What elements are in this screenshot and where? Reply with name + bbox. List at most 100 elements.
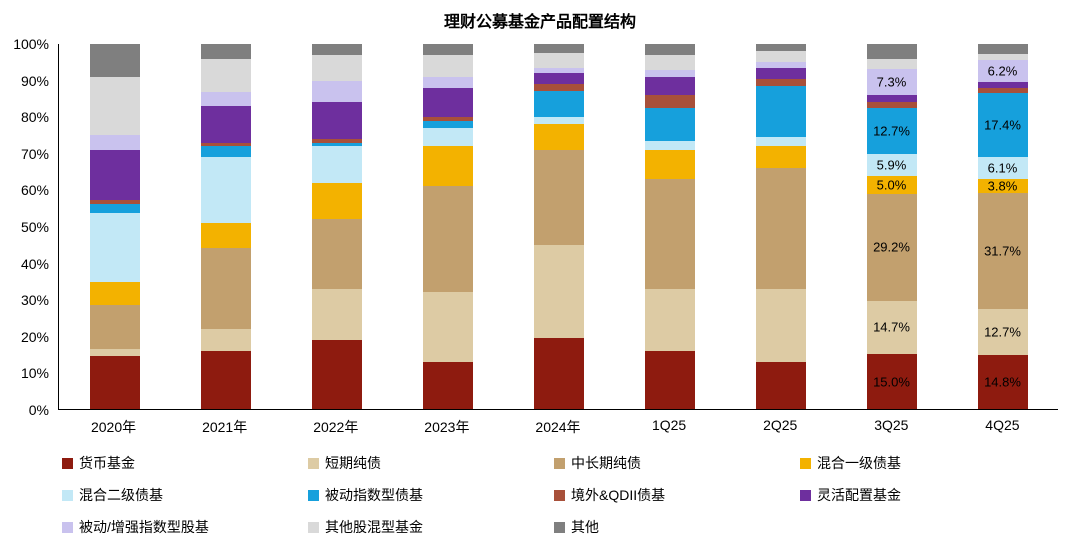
legend-item: 其他 [554, 517, 800, 537]
bar-segment [89, 356, 140, 409]
bar-2023年 [422, 44, 473, 409]
bar-segment [977, 87, 1028, 94]
bar-segment [644, 95, 695, 108]
bar-segment [755, 86, 806, 138]
legend-label: 其他股混型基金 [325, 519, 423, 535]
legend-label: 货币基金 [79, 455, 135, 471]
bar-segment [755, 288, 806, 362]
bar-slot: 15.0% 14.7% 29.2% 5.0% 5.9% 12.7% 7.3% [836, 44, 947, 409]
bar-segment [200, 106, 251, 143]
bar-slot [392, 44, 503, 409]
x-axis-label: 2Q25 [763, 417, 798, 433]
segment-label: 3.8% [987, 178, 1018, 194]
chart-title: 理财公募基金产品配置结构 [443, 14, 636, 31]
bar-slot [59, 44, 170, 409]
legend-item: 中长期纯债 [554, 453, 800, 473]
y-axis-label: 50% [20, 219, 49, 235]
bar-segment [755, 78, 806, 87]
legend-marker [800, 457, 811, 469]
y-axis: 100% 90% 80% 70% 60% 50% 40% 30% 20% 10% 0% [0, 36, 58, 418]
bar-segment: 15.0% [866, 354, 917, 409]
legend-label: 被动/增强指数型股基 [79, 519, 209, 535]
bar-2021年 [200, 44, 251, 409]
legend-marker [308, 457, 319, 469]
legend-item: 货币基金 [62, 453, 308, 473]
x-axis-label: 2023年 [424, 419, 470, 435]
segment-label: 14.7% [873, 319, 910, 335]
chart-body: 100% 90% 80% 70% 60% 50% 40% 30% 20% 10% 0% 15.0% 1… [0, 36, 1080, 437]
legend: 货币基金 短期纯债 中长期纯债 混合一级债基 混合二级债基 被动指数型债基 境外&QDII债… [62, 453, 1046, 537]
bar-segment [89, 149, 140, 200]
y-axis-label: 10% [20, 365, 49, 382]
bar-segment [422, 361, 473, 409]
segment-label: 5.9% [876, 157, 907, 173]
bar-slot [614, 44, 725, 409]
x-axis-label: 3Q25 [874, 417, 909, 433]
bar-segment [533, 244, 584, 338]
x-axis-label: 2020年 [90, 419, 137, 435]
bar-segment [644, 350, 695, 409]
y-axis-label: 70% [20, 145, 49, 162]
legend-marker [554, 457, 565, 469]
bar-segment [422, 120, 473, 128]
bar-2024年 [533, 44, 584, 409]
segment-label: 29.2% [873, 239, 910, 255]
legend-label: 灵活配置基金 [817, 487, 901, 503]
bar-segment [422, 186, 473, 293]
bar-segment [311, 146, 362, 183]
bar-segment [89, 44, 140, 77]
bar-segment [200, 58, 251, 92]
legend-label: 中长期纯债 [571, 455, 641, 471]
bar-segment [422, 127, 473, 147]
legend-marker [62, 521, 73, 533]
legend-marker [62, 457, 73, 469]
y-axis-label: 40% [20, 255, 49, 272]
bar-segment: 31.7% [977, 192, 1028, 309]
bar-segment [755, 44, 806, 52]
bar-segment [644, 76, 695, 96]
bar-slot [503, 44, 614, 409]
y-axis-label: 20% [20, 328, 49, 345]
bar-segment [89, 212, 140, 282]
bar-segment [533, 67, 584, 74]
bar-segment [755, 137, 806, 147]
bar-4Q25: 14.8% 12.7% 31.7% 3.8% 6.1% 17.4% 6.2% [977, 44, 1028, 409]
bar-2020年 [89, 44, 140, 409]
bar-segment [533, 149, 584, 245]
bar-segment [422, 44, 473, 56]
bar-segment [89, 348, 140, 357]
bar-segment [644, 149, 695, 180]
bar-segment [422, 55, 473, 77]
bar-2Q25 [755, 44, 806, 409]
legend-marker [554, 521, 565, 533]
legend-label: 被动指数型债基 [325, 487, 423, 503]
bar-segment [977, 82, 1028, 88]
bar-slot [725, 44, 836, 409]
bar-segment [311, 44, 362, 55]
bar-segment [533, 84, 584, 92]
bar-segment [422, 292, 473, 362]
legend-item: 其他股混型基金 [308, 517, 554, 537]
bar-segment [200, 146, 251, 158]
bar-segment: 6.1% [977, 156, 1028, 180]
bar-segment: 5.0% [866, 175, 917, 195]
segment-label: 12.7% [984, 324, 1021, 340]
legend-marker [62, 489, 73, 501]
bar-segment [89, 199, 140, 204]
bar-segment [422, 117, 473, 121]
bar-segment [422, 76, 473, 88]
x-axis-label: 2022年 [313, 419, 359, 435]
bar-segment: 17.4% [977, 93, 1028, 157]
bar-segment [200, 142, 251, 147]
bar-segment [200, 222, 251, 249]
x-axis-label: 2024年 [535, 419, 581, 435]
plot-wrap: 15.0% 14.7% 29.2% 5.0% 5.9% 12.7% 7.3% 14.8% 12.… [58, 44, 1058, 437]
bar-slot: 14.8% 12.7% 31.7% 3.8% 6.1% 17.4% 6.2% [947, 44, 1058, 409]
bar-segment [200, 350, 251, 409]
legend-item: 混合一级债基 [800, 453, 1046, 473]
legend-item: 被动/增强指数型股基 [62, 517, 308, 537]
bar-segment [755, 146, 806, 169]
segment-label: 5.0% [876, 177, 907, 193]
bar-2022年 [311, 44, 362, 409]
